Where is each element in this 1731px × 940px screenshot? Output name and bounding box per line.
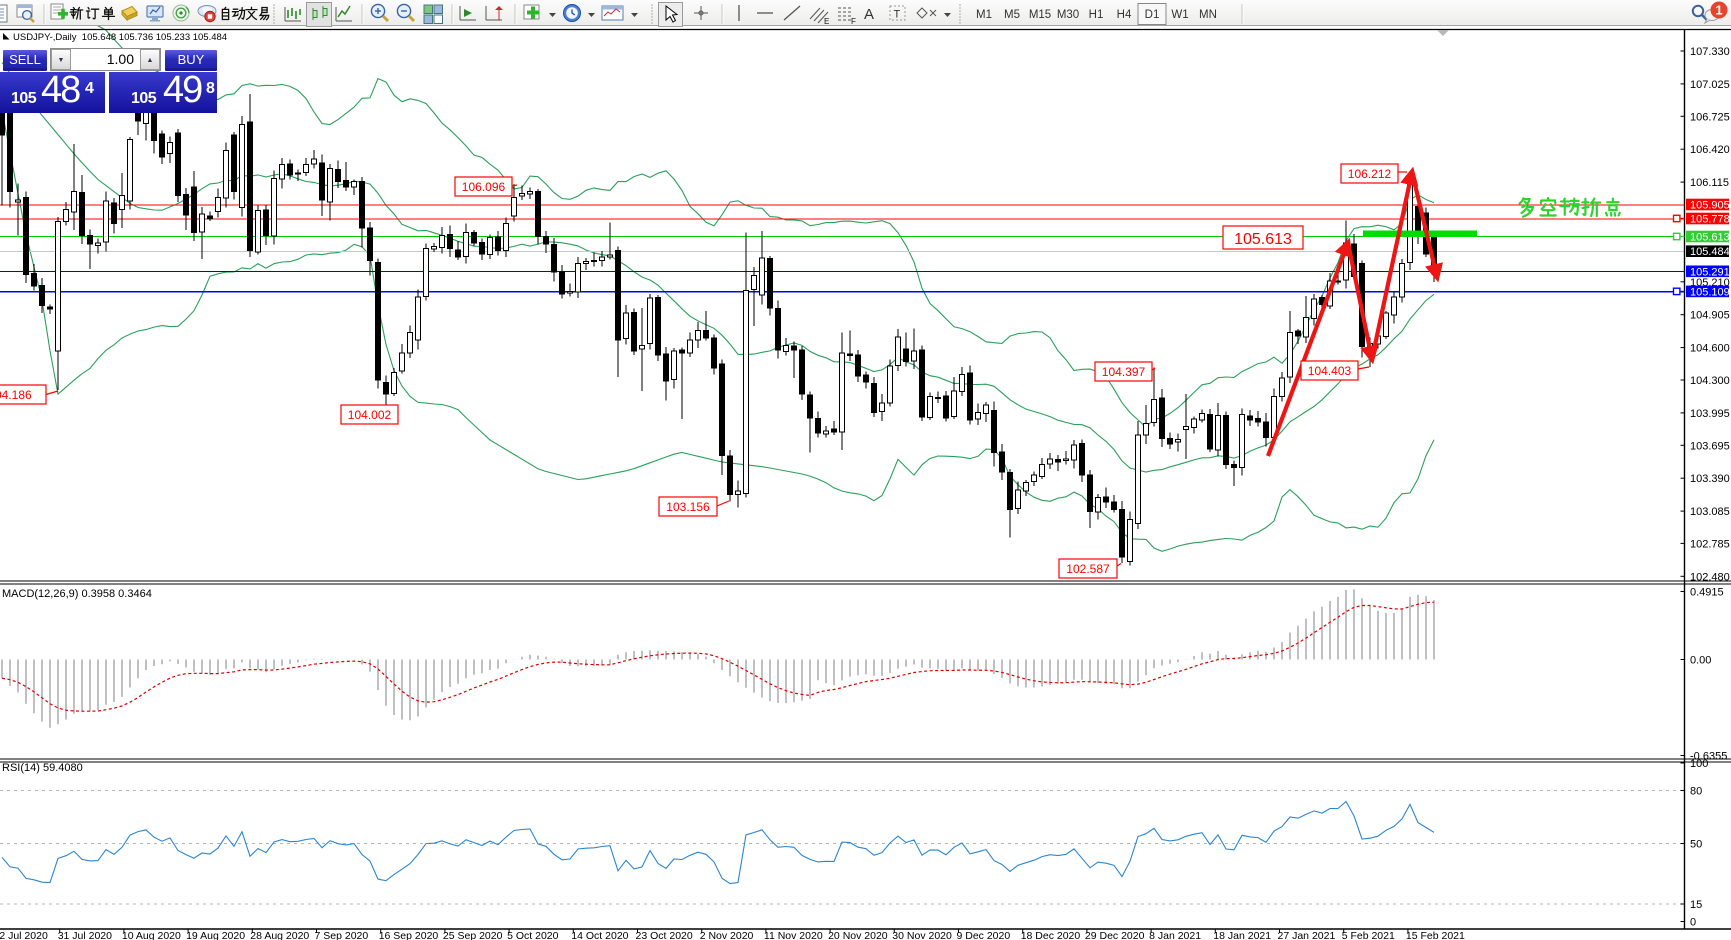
svg-text:0.4915: 0.4915 bbox=[1690, 587, 1724, 599]
svg-text:15: 15 bbox=[1690, 899, 1702, 911]
svg-text:107.330: 107.330 bbox=[1690, 46, 1730, 58]
svg-text:105.778: 105.778 bbox=[1690, 214, 1730, 226]
svg-text:5 Oct 2020: 5 Oct 2020 bbox=[507, 930, 559, 940]
svg-text:M30: M30 bbox=[1057, 9, 1079, 21]
svg-text:M15: M15 bbox=[1029, 9, 1051, 21]
svg-text:11 Nov 2020: 11 Nov 2020 bbox=[764, 930, 823, 940]
svg-text:106.725: 106.725 bbox=[1690, 111, 1730, 123]
svg-text:19 Aug 2020: 19 Aug 2020 bbox=[186, 930, 245, 940]
svg-text:104.300: 104.300 bbox=[1690, 375, 1730, 387]
svg-text:20 Nov 2020: 20 Nov 2020 bbox=[828, 930, 888, 940]
svg-text:103.995: 103.995 bbox=[1690, 408, 1730, 420]
svg-text:16 Sep 2020: 16 Sep 2020 bbox=[379, 930, 439, 940]
svg-text:F: F bbox=[851, 17, 856, 26]
svg-text:105.905: 105.905 bbox=[1690, 200, 1730, 212]
svg-text:USDJPY-,Daily 105.648 105.736: USDJPY-,Daily 105.648 105.736 105.233 10… bbox=[13, 32, 227, 43]
svg-text:M1: M1 bbox=[976, 9, 992, 21]
svg-text:106.420: 106.420 bbox=[1690, 144, 1730, 156]
svg-text:0: 0 bbox=[1690, 917, 1696, 929]
svg-text:2 Nov 2020: 2 Nov 2020 bbox=[700, 930, 754, 940]
svg-text:9 Dec 2020: 9 Dec 2020 bbox=[957, 930, 1011, 940]
svg-text:107.025: 107.025 bbox=[1690, 79, 1730, 91]
svg-text:7 Sep 2020: 7 Sep 2020 bbox=[315, 930, 369, 940]
svg-text:106.212: 106.212 bbox=[1348, 167, 1392, 181]
svg-text:29 Dec 2020: 29 Dec 2020 bbox=[1085, 930, 1145, 940]
svg-text:105.291: 105.291 bbox=[1690, 266, 1730, 278]
svg-text:RSI(14) 59.4080: RSI(14) 59.4080 bbox=[2, 762, 83, 774]
svg-text:102.587: 102.587 bbox=[1066, 562, 1110, 576]
svg-text:105.109: 105.109 bbox=[1690, 286, 1730, 298]
svg-text:-0.6355: -0.6355 bbox=[1690, 751, 1727, 763]
svg-text:22 Jul 2020: 22 Jul 2020 bbox=[0, 930, 48, 940]
svg-text:M5: M5 bbox=[1004, 9, 1020, 21]
svg-text:104.186: 104.186 bbox=[0, 388, 32, 402]
svg-text:MN: MN bbox=[1199, 9, 1217, 21]
svg-text:31 Jul 2020: 31 Jul 2020 bbox=[58, 930, 112, 940]
svg-text:27 Jan 2021: 27 Jan 2021 bbox=[1278, 930, 1336, 940]
svg-text:104.600: 104.600 bbox=[1690, 343, 1730, 355]
svg-text:103.390: 103.390 bbox=[1690, 473, 1730, 485]
svg-text:10 Aug 2020: 10 Aug 2020 bbox=[122, 930, 181, 940]
svg-text:E: E bbox=[824, 17, 829, 26]
svg-text:100: 100 bbox=[1690, 758, 1708, 770]
svg-text:104.002: 104.002 bbox=[348, 408, 392, 422]
svg-text:106.096: 106.096 bbox=[462, 180, 506, 194]
svg-text:25 Sep 2020: 25 Sep 2020 bbox=[443, 930, 503, 940]
svg-text:106.115: 106.115 bbox=[1690, 177, 1729, 189]
svg-text:8 Jan 2021: 8 Jan 2021 bbox=[1149, 930, 1201, 940]
svg-text:105.613: 105.613 bbox=[1690, 232, 1730, 244]
svg-text:18 Dec 2020: 18 Dec 2020 bbox=[1021, 930, 1081, 940]
svg-text:28 Aug 2020: 28 Aug 2020 bbox=[250, 930, 309, 940]
svg-text:0.00: 0.00 bbox=[1690, 655, 1711, 667]
svg-text:15 Feb 2021: 15 Feb 2021 bbox=[1406, 930, 1465, 940]
svg-text:105.484: 105.484 bbox=[1690, 246, 1730, 258]
svg-text:23 Oct 2020: 23 Oct 2020 bbox=[636, 930, 693, 940]
svg-text:50: 50 bbox=[1690, 839, 1702, 851]
svg-text:MACD(12,26,9) 0.3958 0.3464: MACD(12,26,9) 0.3958 0.3464 bbox=[2, 588, 152, 600]
svg-text:103.695: 103.695 bbox=[1690, 440, 1730, 452]
svg-text:30 Nov 2020: 30 Nov 2020 bbox=[892, 930, 952, 940]
svg-text:102.480: 102.480 bbox=[1690, 571, 1730, 583]
svg-text:104.397: 104.397 bbox=[1102, 365, 1146, 379]
svg-text:104.403: 104.403 bbox=[1308, 364, 1352, 378]
svg-text:H4: H4 bbox=[1117, 9, 1132, 21]
svg-text:H1: H1 bbox=[1089, 9, 1104, 21]
svg-text:A: A bbox=[864, 6, 874, 23]
svg-text:W1: W1 bbox=[1171, 9, 1188, 21]
svg-text:T: T bbox=[894, 9, 901, 21]
svg-text:14 Oct 2020: 14 Oct 2020 bbox=[571, 930, 628, 940]
svg-text:D1: D1 bbox=[1145, 9, 1160, 21]
svg-text:105.613: 105.613 bbox=[1234, 231, 1292, 248]
svg-text:102.785: 102.785 bbox=[1690, 538, 1730, 550]
svg-text:103.156: 103.156 bbox=[666, 500, 710, 514]
svg-text:80: 80 bbox=[1690, 786, 1702, 798]
svg-text:18 Jan 2021: 18 Jan 2021 bbox=[1213, 930, 1271, 940]
svg-text:103.085: 103.085 bbox=[1690, 506, 1730, 518]
svg-text:104.905: 104.905 bbox=[1690, 310, 1730, 322]
svg-text:5 Feb 2021: 5 Feb 2021 bbox=[1342, 930, 1395, 940]
svg-text:1: 1 bbox=[1715, 3, 1722, 18]
